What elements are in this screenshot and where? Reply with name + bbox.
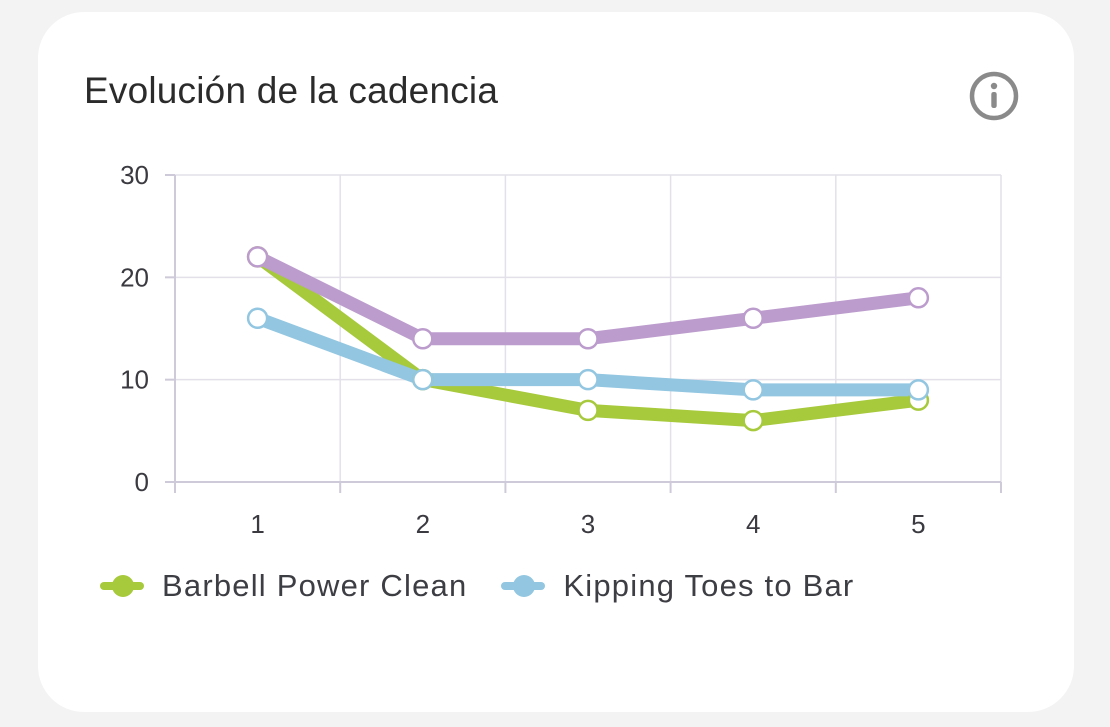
- data-point-series-2: [742, 307, 764, 330]
- data-point-series-2: [246, 246, 269, 268]
- card-title: Evolución de la cadencia: [84, 70, 499, 111]
- y-tick-label: 30: [120, 160, 149, 190]
- data-point-series-1: [246, 307, 269, 330]
- legend-item-barbell-power-clean[interactable]: Barbell Power Clean: [100, 568, 467, 604]
- legend-label: Kipping Toes to Bar: [563, 568, 855, 603]
- y-tick-label: 20: [120, 262, 149, 292]
- info-circle-icon: [969, 71, 1019, 121]
- data-point-series-1: [577, 368, 599, 391]
- x-tick-label: 4: [746, 509, 760, 539]
- data-point-series-1: [412, 368, 434, 391]
- y-tick-label: 0: [135, 467, 149, 497]
- data-point-series-2: [907, 287, 930, 309]
- legend-swatch-dot: [513, 575, 536, 597]
- chart-legend: Barbell Power Clean Kipping Toes to Bar: [100, 568, 854, 604]
- x-tick-label: 3: [581, 509, 595, 539]
- legend-swatch-barbell-power-clean: [100, 575, 144, 597]
- legend-label: Barbell Power Clean: [162, 568, 468, 603]
- legend-item-kipping-toes-to-bar[interactable]: Kipping Toes to Bar: [501, 568, 854, 604]
- legend-swatch-kipping-toes-to-bar: [501, 575, 546, 597]
- data-point-series-1: [907, 379, 930, 401]
- y-tick-label: 10: [120, 365, 149, 395]
- legend-swatch-dot: [112, 575, 134, 597]
- data-point-series-0: [742, 409, 764, 432]
- chart-card: Evolución de la cadencia: [38, 12, 1074, 712]
- data-point-series-2: [412, 327, 434, 350]
- data-point-series-0: [577, 399, 599, 422]
- x-tick-label: 2: [416, 509, 430, 539]
- data-point-series-1: [742, 379, 764, 401]
- x-tick-label: 5: [911, 509, 925, 539]
- x-tick-label: 1: [250, 509, 264, 539]
- info-icon[interactable]: [968, 70, 1020, 122]
- data-point-series-2: [577, 327, 599, 350]
